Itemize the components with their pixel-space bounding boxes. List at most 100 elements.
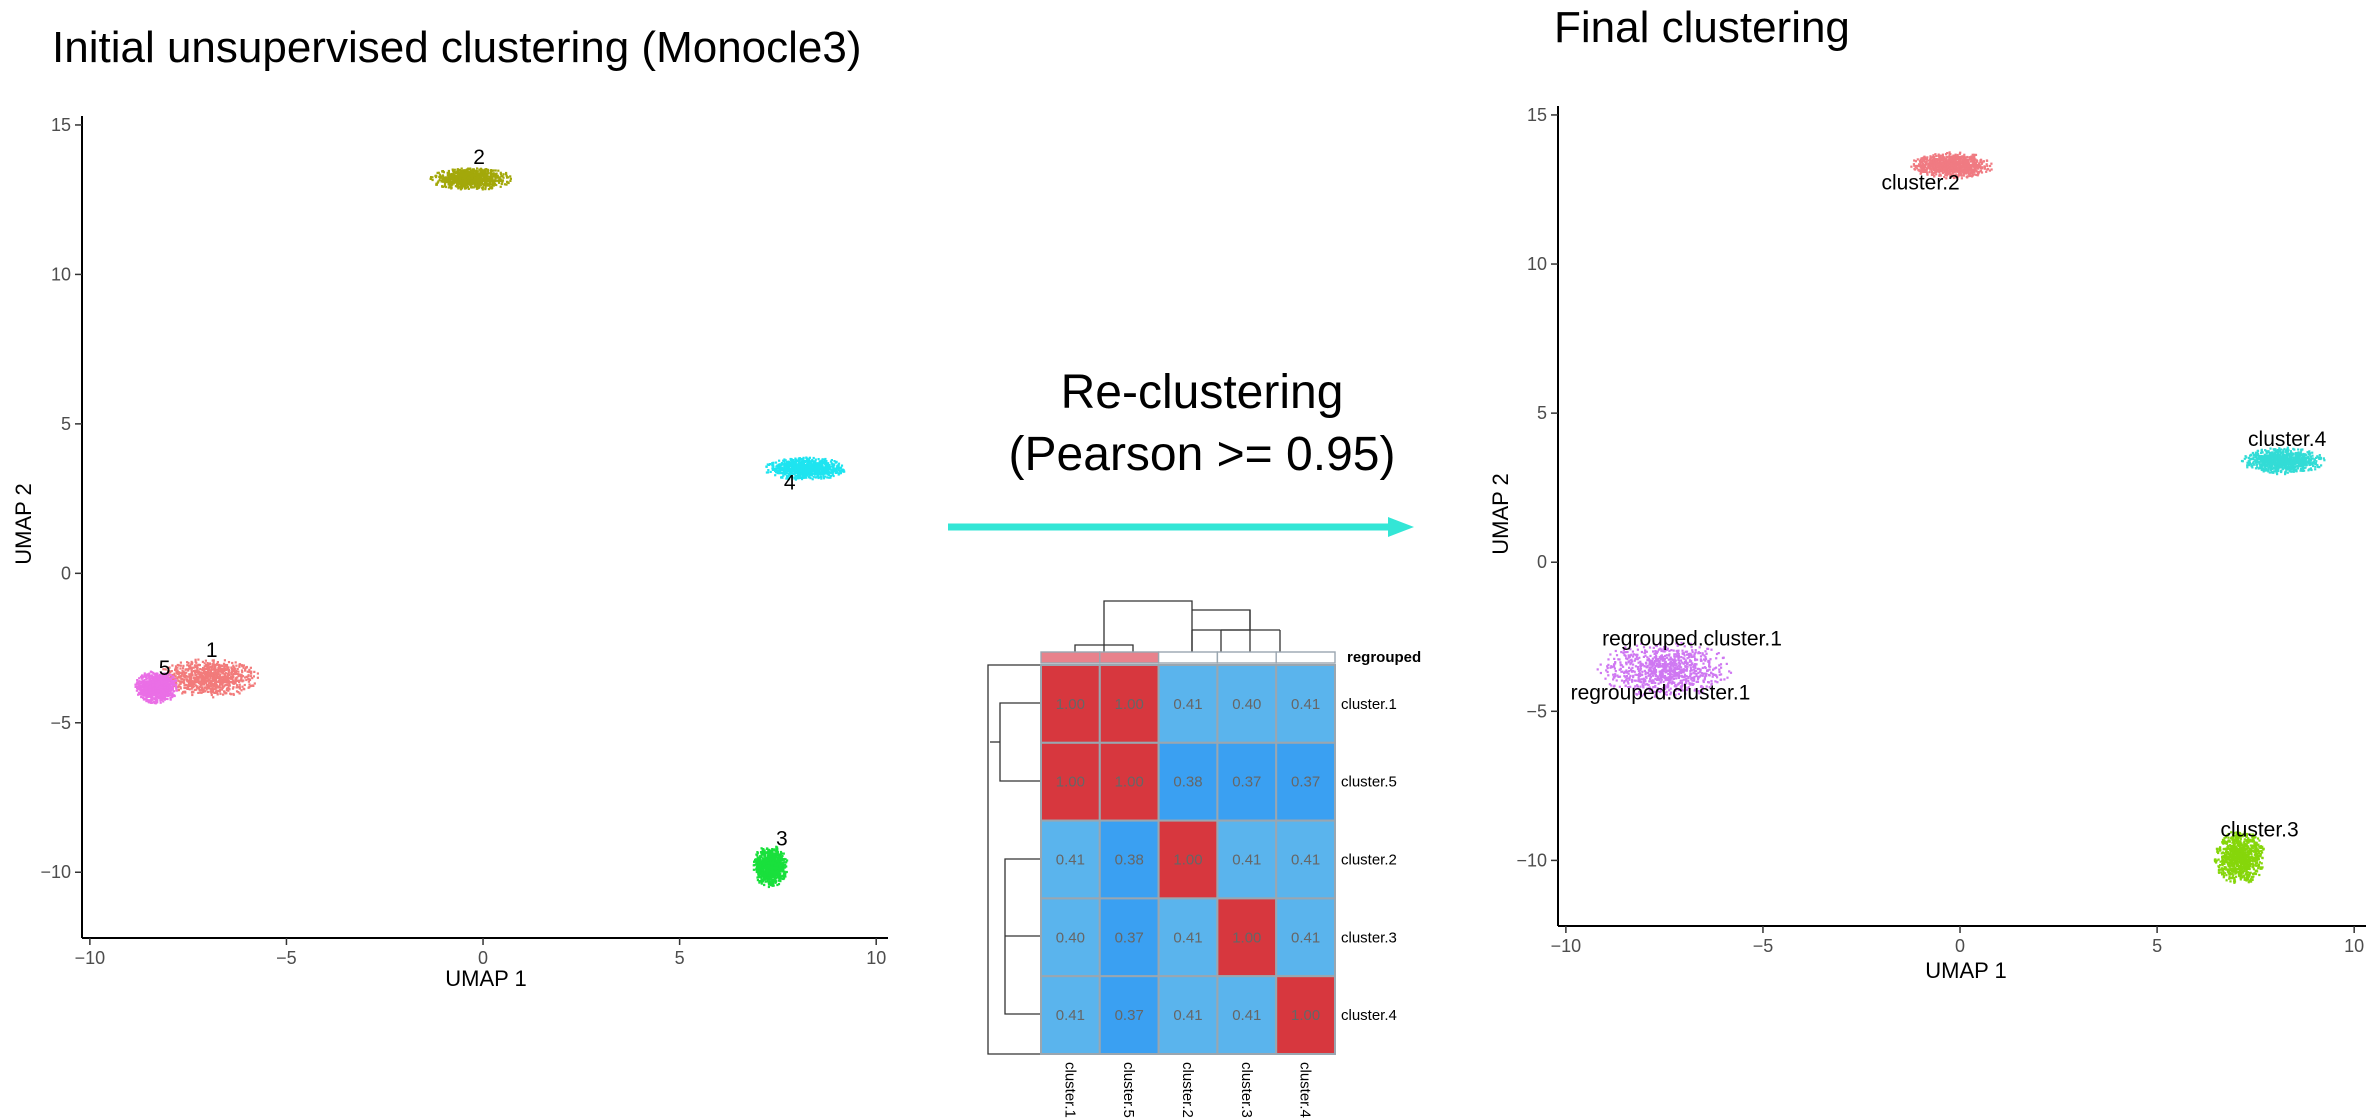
scatter-point <box>248 686 251 689</box>
scatter-point <box>232 692 235 696</box>
scatter-point <box>796 468 799 472</box>
scatter-point <box>462 174 465 177</box>
scatter-point <box>449 183 452 186</box>
scatter-point <box>1677 649 1680 652</box>
scatter-point <box>223 679 226 682</box>
scatter-point <box>216 662 219 665</box>
scatter-point <box>202 688 205 691</box>
scatter-point <box>240 678 243 681</box>
scatter-point <box>450 172 453 176</box>
scatter-point <box>223 669 226 672</box>
scatter-point <box>827 476 830 479</box>
scatter-point <box>178 664 181 667</box>
scatter-point <box>216 670 219 673</box>
scatter-point <box>1699 658 1702 661</box>
heatmap-row-labels: cluster.1cluster.5cluster.2cluster.3clus… <box>1341 696 1397 1024</box>
scatter-point <box>201 672 204 675</box>
scatter-point <box>142 694 145 697</box>
scatter-point <box>776 865 779 868</box>
scatter-point <box>832 464 835 467</box>
scatter-point <box>767 857 770 860</box>
scatter-point <box>786 462 789 465</box>
scatter-point <box>193 670 196 674</box>
scatter-point <box>236 686 240 689</box>
scatter-point <box>1670 658 1673 661</box>
scatter-point <box>1667 672 1670 676</box>
scatter-point <box>817 468 820 471</box>
scatter-point <box>803 476 806 479</box>
scatter-point <box>1716 681 1719 684</box>
scatter-point <box>812 468 815 471</box>
scatter-point <box>465 174 468 177</box>
scatter-point <box>783 458 786 461</box>
scatter-point <box>470 186 473 189</box>
scatter-point <box>755 866 758 869</box>
scatter-point <box>1636 648 1639 651</box>
scatter-point <box>1607 674 1610 677</box>
scatter-point <box>812 475 815 478</box>
scatter-point <box>204 679 207 683</box>
scatter-point <box>157 681 160 684</box>
scatter-point <box>820 467 823 470</box>
scatter-point <box>209 687 212 690</box>
scatter-point <box>837 468 840 471</box>
scatter-point <box>226 666 229 669</box>
scatter-point <box>191 681 194 684</box>
scatter-point <box>243 676 247 679</box>
reclustering-arrow-group: Re-clustering (Pearson >= 0.95) <box>948 366 1414 537</box>
scatter-point <box>1609 666 1612 669</box>
scatter-point <box>491 176 494 179</box>
scatter-point <box>789 473 792 476</box>
scatter-point <box>151 683 155 686</box>
heatmap-row-label: cluster.5 <box>1341 774 1397 791</box>
scatter-point <box>155 696 158 699</box>
annotation-cell <box>1099 651 1160 664</box>
scatter-point <box>766 878 769 881</box>
scatter-point <box>779 852 783 855</box>
scatter-point <box>1612 675 1615 679</box>
scatter-point <box>837 462 841 465</box>
scatter-point <box>198 682 201 685</box>
scatter-point <box>176 670 179 673</box>
scatter-point <box>483 180 486 183</box>
scatter-point <box>480 177 483 180</box>
scatter-point <box>200 675 204 678</box>
scatter-point <box>509 177 512 180</box>
scatter-point <box>154 676 157 679</box>
scatter-point <box>755 861 758 864</box>
scatter-point <box>248 678 251 681</box>
scatter-point <box>163 696 166 699</box>
scatter-point <box>169 676 172 679</box>
scatter-point <box>456 183 459 186</box>
scatter-point <box>1694 667 1697 670</box>
scatter-point <box>785 861 788 864</box>
scatter-point <box>173 684 176 687</box>
scatter-point <box>461 187 464 190</box>
scatter-point <box>155 682 158 685</box>
scatter-point <box>470 170 473 173</box>
scatter-point <box>186 664 189 667</box>
scatter-point <box>1638 678 1641 681</box>
scatter-point <box>145 688 148 691</box>
scatter-point <box>199 668 202 671</box>
scatter-point <box>203 665 206 668</box>
scatter-point <box>195 679 198 682</box>
scatter-point <box>241 670 244 674</box>
scatter-point <box>213 675 216 678</box>
scatter-point <box>448 175 451 178</box>
scatter-point <box>1630 668 1633 671</box>
scatter-point <box>809 473 812 476</box>
scatter-point <box>477 181 480 184</box>
scatter-point <box>169 673 172 677</box>
scatter-point <box>1629 685 1632 688</box>
scatter-point <box>464 169 467 172</box>
top-dendrogram-right <box>1192 609 1251 630</box>
scatter-point <box>185 675 188 678</box>
scatter-point <box>211 689 215 692</box>
scatter-point <box>1651 657 1654 660</box>
heatmap-cell <box>1040 741 1101 822</box>
scatter-point <box>202 690 205 693</box>
scatter-point <box>454 175 458 178</box>
scatter-point <box>1640 642 1643 645</box>
